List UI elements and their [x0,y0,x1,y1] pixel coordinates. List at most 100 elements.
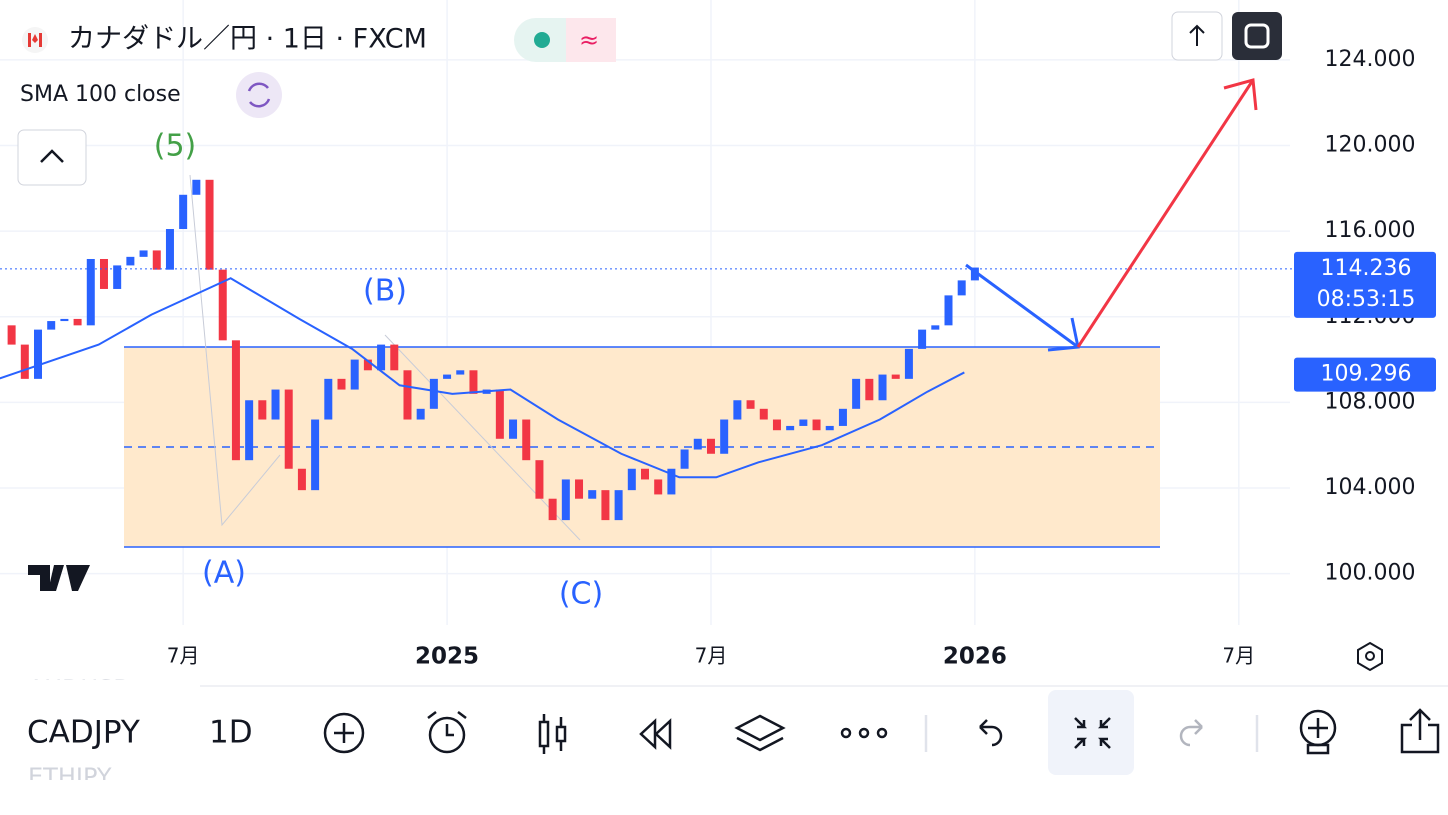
candle [904,348,913,379]
candle [931,325,940,330]
interval[interactable]: 1D [209,715,253,751]
candle [165,229,174,270]
candle [733,400,742,420]
candle [152,250,161,270]
replay-button[interactable] [639,718,672,750]
candle [390,344,399,371]
share-button[interactable] [1400,708,1440,754]
candle [245,400,254,461]
candle [918,329,927,349]
sma-price-box [1294,357,1436,392]
price-axis: 100.000104.000108.000112.000116.000120.0… [1294,47,1436,586]
candle [548,498,557,521]
candle [192,179,201,195]
candle [495,389,504,439]
last-price-label: 114.236 [1321,256,1412,281]
layers-button[interactable] [734,714,786,752]
candle [113,265,122,289]
candle [852,378,861,409]
x-tick-label: 7月 [167,644,200,668]
candle [284,389,293,469]
candle [443,374,452,379]
candle [7,325,16,345]
candle [218,269,227,341]
candle [957,280,966,296]
candle [878,374,887,401]
y-tick-label: 116.000 [1325,218,1416,243]
candle [377,344,386,371]
candle [627,468,636,491]
candle [509,419,518,439]
candle [838,408,847,426]
candle [60,318,69,322]
candle [456,370,465,375]
collapse-toolbar-button[interactable] [1048,690,1134,775]
svg-text:≈: ≈ [579,26,599,54]
y-tick-label: 120.000 [1325,133,1416,158]
candle [535,460,544,499]
candle [865,378,874,401]
candle [706,438,715,454]
candle [746,400,755,409]
alert-button[interactable] [427,711,467,754]
candle [231,340,240,461]
candle [324,378,333,420]
candle [469,370,478,394]
idea-button[interactable] [1299,709,1337,755]
y-tick-label: 104.000 [1325,475,1416,500]
collapse-button[interactable] [17,129,87,186]
candle [812,419,821,431]
candle [970,267,979,281]
add-button[interactable] [323,712,365,754]
candle [429,378,438,409]
wave-label: (A) [202,556,246,591]
candle [350,359,359,390]
symbol[interactable]: CADJPY [27,715,140,751]
candle [944,295,953,326]
candle [297,468,306,491]
candle [561,479,570,521]
arrow-up [1076,78,1258,348]
candle [311,419,320,491]
chart-type-button[interactable] [538,714,567,754]
candle [403,370,412,420]
x-tick-label: 7月 [1222,644,1255,668]
countdown-label: 08:53:15 [1317,287,1416,312]
candle [772,419,781,431]
candle [47,321,56,330]
candle [680,449,689,469]
y-tick-label: 108.000 [1325,389,1416,414]
candle [258,400,267,420]
candle [73,318,82,326]
candle [86,258,95,326]
candle [641,468,649,480]
candle [759,408,768,420]
candle [614,490,623,521]
settings-icon[interactable] [1357,641,1383,672]
candle [588,490,597,499]
candle [99,258,108,289]
undo-button[interactable] [979,719,1003,747]
candle [337,378,346,390]
redo-button[interactable] [1179,719,1203,747]
candle [363,359,372,371]
candle [601,490,610,521]
candle [693,438,702,450]
sma-line [0,277,965,479]
x-tick-label: 2025 [415,644,479,670]
candle [126,256,135,266]
wave-label: (C) [559,577,603,612]
candle [139,250,148,257]
more-button[interactable] [840,727,888,739]
candle [20,344,29,379]
y-tick-label: 100.000 [1325,561,1416,586]
plot: (5) (A) (B) (C) [0,129,1295,612]
header: カナダドル／円 · 1日 · FXCM ≈ SMA 100 close [17,11,1282,591]
candle [799,419,808,426]
candle [720,419,729,454]
y-tick-label: 124.000 [1325,47,1416,72]
last-price-box [1294,251,1436,318]
candle [654,479,663,495]
fullscreen-button[interactable] [1232,12,1282,60]
